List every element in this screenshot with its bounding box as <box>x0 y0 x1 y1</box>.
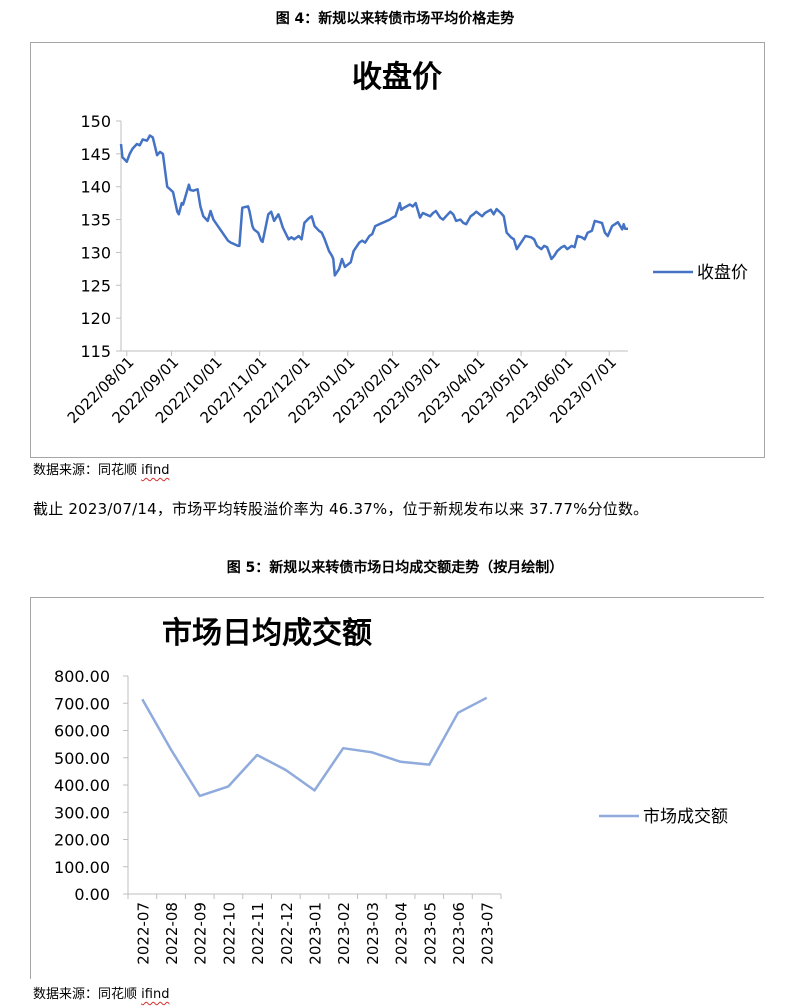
y-tick-label: 135 <box>80 211 111 230</box>
y-tick-label: 140 <box>80 178 111 197</box>
y-tick-label: 300.00 <box>54 803 110 822</box>
x-tick-label: 2022-11 <box>249 902 267 965</box>
x-tick-label: 2023-06 <box>450 902 468 965</box>
figure4-caption: 图 4：新规以来转债市场平均价格走势 <box>275 11 515 27</box>
premium-paragraph: 截止 2023/07/14，市场平均转股溢价率为 46.37%，位于新规发布以来… <box>33 500 649 518</box>
figure5-source: 数据来源：同花顺 ifind <box>33 983 169 1002</box>
figure4-chart: 收盘价 115 120 125 130 135 140 145 150 2022/08/01 202… <box>30 42 765 458</box>
source-tool: ifind <box>141 987 170 1002</box>
y-tick-label: 120 <box>80 309 111 328</box>
y-tick-label: 700.00 <box>54 694 110 713</box>
y-tick-label: 400.00 <box>54 776 110 795</box>
series-line-close-price <box>119 134 628 277</box>
x-tick-label: 2023-02 <box>335 902 353 965</box>
y-tick-label: 500.00 <box>54 749 110 768</box>
series-line-turnover <box>141 696 488 798</box>
source-name: 同花顺 <box>98 987 138 1002</box>
y-tick-label: 125 <box>80 276 111 295</box>
x-tick-label: 2022-07 <box>134 902 152 965</box>
x-tick-label: 2023-07 <box>479 902 497 965</box>
x-tick-label: 2022-09 <box>192 902 210 965</box>
source-tool: ifind <box>141 463 170 478</box>
figure5-chart: 市场日均成交额 0.00 100.00 200.00 300.00 400.00 500.0… <box>30 597 764 979</box>
y-tick-label: 600.00 <box>54 722 110 741</box>
chart-title: 市场日均成交额 <box>162 616 372 651</box>
y-tick-label: 0.00 <box>74 885 110 904</box>
legend-label: 市场成交额 <box>643 807 728 827</box>
y-tick-label: 800.00 <box>54 667 110 686</box>
figure5-caption: 图 5：新规以来转债市场日均成交额走势（按月绘制） <box>226 560 564 576</box>
y-tick-label: 200.00 <box>54 831 110 850</box>
legend-label: 收盘价 <box>697 263 748 283</box>
y-tick-label: 100.00 <box>54 858 110 877</box>
source-label: 数据来源： <box>33 987 99 1002</box>
x-tick-label: 2022-08 <box>163 902 181 965</box>
x-tick-label: 2022-12 <box>278 902 296 965</box>
source-label: 数据来源： <box>33 463 99 478</box>
x-tick-label: 2023-03 <box>364 902 382 965</box>
chart-title: 收盘价 <box>352 60 442 95</box>
x-tick-label: 2023-04 <box>393 902 411 965</box>
y-tick-label: 130 <box>80 243 111 262</box>
x-tick-label: 2023-01 <box>307 902 325 965</box>
y-tick-label: 145 <box>80 145 111 164</box>
figure4-source: 数据来源：同花顺 ifind <box>33 459 169 478</box>
source-name: 同花顺 <box>98 463 138 478</box>
y-tick-label: 150 <box>80 112 111 131</box>
x-tick-label: 2023-05 <box>421 902 439 965</box>
y-tick-label: 115 <box>80 342 111 361</box>
x-tick-label: 2022-10 <box>220 902 238 965</box>
close-price-chart-svg: 收盘价1151201251301351401451502022/08/01202… <box>64 60 748 427</box>
turnover-chart-svg: 市场日均成交额 0.00 100.00 200.00 300.00 400.00 500.0… <box>54 616 728 965</box>
